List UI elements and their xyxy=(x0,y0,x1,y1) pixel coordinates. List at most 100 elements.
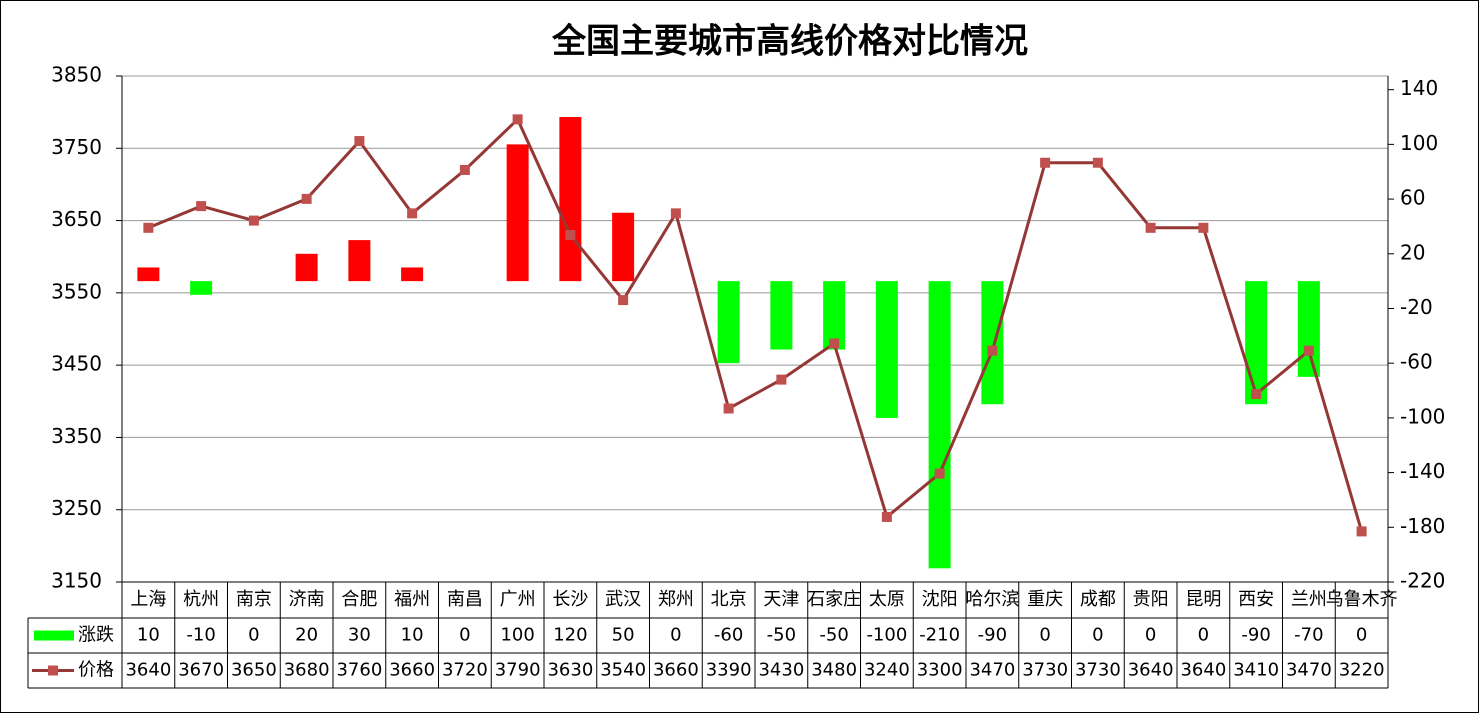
table-value: 3790 xyxy=(495,660,541,681)
table-value: 3660 xyxy=(389,660,435,681)
bar xyxy=(348,240,371,282)
x-tick-label: 太原 xyxy=(869,589,905,610)
x-tick-label: 昆明 xyxy=(1185,589,1221,610)
x-tick-label: 南京 xyxy=(236,589,272,610)
table-value: -210 xyxy=(919,625,960,646)
table-value: -100 xyxy=(866,625,907,646)
x-tick-label: 重庆 xyxy=(1027,589,1063,610)
price-marker xyxy=(1145,222,1156,233)
table-value: 0 xyxy=(1092,625,1103,646)
table-value: 0 xyxy=(1356,625,1367,646)
table-value: 0 xyxy=(1198,625,1209,646)
table-value: 3730 xyxy=(1022,660,1068,681)
legend-swatch xyxy=(34,630,74,641)
table-value: 3660 xyxy=(653,660,699,681)
table-value: -50 xyxy=(767,625,796,646)
y2-tick-label: -180 xyxy=(1400,514,1445,538)
y2-tick-label: 20 xyxy=(1400,240,1425,264)
y2-tick-label: -100 xyxy=(1400,404,1445,428)
y2-tick-label: -60 xyxy=(1400,350,1433,374)
x-tick-label: 长沙 xyxy=(552,589,588,610)
x-tick-label: 福州 xyxy=(394,589,430,610)
bar xyxy=(770,281,793,350)
x-tick-label: 贵阳 xyxy=(1133,589,1169,610)
y-tick-label: 3150 xyxy=(51,569,102,593)
x-tick-label: 兰州 xyxy=(1291,589,1327,610)
x-tick-label: 广州 xyxy=(500,589,536,610)
price-marker xyxy=(934,468,945,479)
y2-tick-label: 140 xyxy=(1400,76,1438,100)
table-value: 3680 xyxy=(284,660,330,681)
bar xyxy=(612,212,635,282)
table-value: 3540 xyxy=(600,660,646,681)
table-value: 3430 xyxy=(758,660,804,681)
y2-tick-label: -20 xyxy=(1400,295,1433,319)
table-value: 3670 xyxy=(178,660,224,681)
table-value: 0 xyxy=(1039,625,1050,646)
bar xyxy=(981,281,1004,405)
bar xyxy=(1245,281,1268,405)
price-marker xyxy=(1040,157,1051,168)
y2-tick-label: -140 xyxy=(1400,459,1445,483)
bar xyxy=(295,253,318,282)
table-value: -50 xyxy=(819,625,848,646)
table-value: 3640 xyxy=(125,660,171,681)
bar xyxy=(506,144,529,282)
table-value: 3480 xyxy=(811,660,857,681)
table-value: 120 xyxy=(553,625,587,646)
table-value: -10 xyxy=(186,625,215,646)
price-marker xyxy=(354,136,365,147)
table-value: -60 xyxy=(714,625,743,646)
bar xyxy=(717,281,740,364)
price-marker xyxy=(723,403,734,414)
x-tick-label: 石家庄 xyxy=(807,589,861,610)
x-tick-label: 西安 xyxy=(1238,589,1274,610)
x-tick-label: 天津 xyxy=(763,589,799,610)
bar xyxy=(1297,281,1320,377)
table-value: 3630 xyxy=(547,660,593,681)
x-tick-label: 成都 xyxy=(1080,589,1116,610)
bar xyxy=(137,267,160,282)
x-tick-label: 沈阳 xyxy=(922,589,958,610)
bar xyxy=(190,281,213,295)
price-marker xyxy=(670,208,681,219)
y-tick-label: 3850 xyxy=(51,63,102,87)
table-value: 50 xyxy=(612,625,635,646)
y-tick-label: 3450 xyxy=(51,352,102,376)
price-marker xyxy=(1356,526,1367,537)
table-value: 3730 xyxy=(1075,660,1121,681)
price-marker xyxy=(301,193,312,204)
price-marker xyxy=(881,511,892,522)
price-marker xyxy=(459,164,470,175)
table-value: 3240 xyxy=(864,660,910,681)
table-value: -90 xyxy=(1241,625,1270,646)
price-marker xyxy=(196,201,207,212)
x-tick-label: 哈尔滨 xyxy=(965,589,1019,610)
x-tick-label: 乌鲁木齐 xyxy=(1326,589,1398,610)
table-value: 0 xyxy=(670,625,681,646)
price-marker xyxy=(1198,222,1209,233)
price-marker xyxy=(248,215,259,226)
table-value: 0 xyxy=(248,625,259,646)
y-tick-label: 3250 xyxy=(51,496,102,520)
table-value: 0 xyxy=(459,625,470,646)
table-value: 10 xyxy=(137,625,160,646)
bar xyxy=(559,117,582,282)
bar xyxy=(823,281,846,350)
table-value: -70 xyxy=(1294,625,1323,646)
price-marker xyxy=(1251,389,1262,400)
table-value: 3470 xyxy=(1286,660,1332,681)
x-tick-label: 南昌 xyxy=(447,589,483,610)
price-marker xyxy=(1303,345,1314,356)
table-value: 100 xyxy=(500,625,534,646)
x-tick-label: 北京 xyxy=(711,589,747,610)
legend-label: 价格 xyxy=(78,660,114,681)
table-value: 3720 xyxy=(442,660,488,681)
y-tick-label: 3550 xyxy=(51,279,102,303)
table-value: 3760 xyxy=(336,660,382,681)
table-value: 10 xyxy=(401,625,424,646)
table-value: 3640 xyxy=(1180,660,1226,681)
table-value: 3470 xyxy=(969,660,1015,681)
table-value: 3410 xyxy=(1233,660,1279,681)
